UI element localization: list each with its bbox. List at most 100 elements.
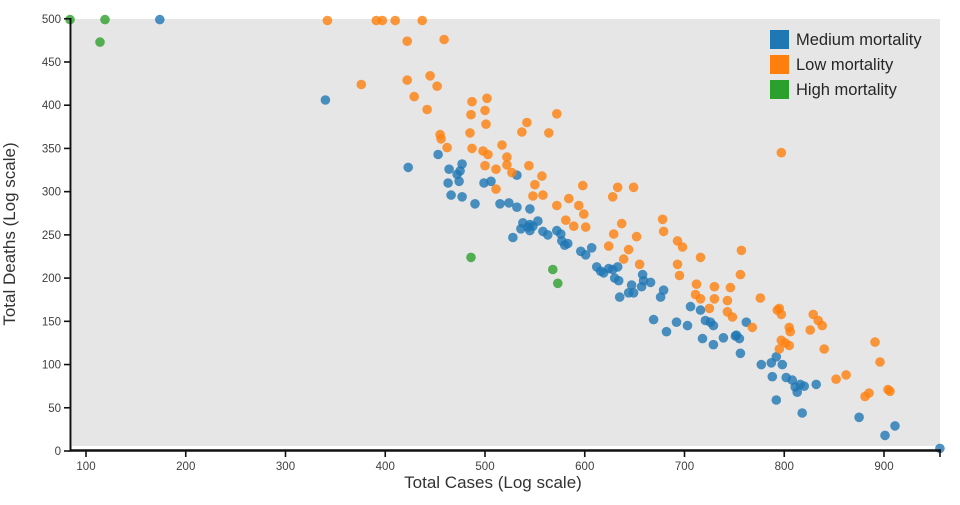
data-point	[480, 160, 490, 171]
data-point	[709, 281, 720, 292]
data-point	[543, 230, 553, 240]
data-point	[799, 381, 809, 392]
y-tick-label: 400	[42, 100, 61, 112]
data-point	[697, 333, 708, 344]
data-point	[377, 15, 388, 26]
data-point	[870, 337, 880, 347]
y-tick-label: 100	[42, 360, 61, 372]
data-point	[819, 344, 829, 354]
data-point	[725, 282, 736, 293]
data-point	[648, 314, 659, 325]
data-point	[691, 279, 702, 290]
data-point	[390, 15, 401, 26]
data-point	[767, 371, 778, 382]
data-point	[831, 374, 841, 385]
data-point	[530, 179, 540, 190]
data-point	[864, 388, 874, 398]
data-point	[442, 142, 452, 153]
data-point	[457, 192, 467, 202]
data-point	[481, 119, 491, 129]
data-point	[417, 15, 428, 26]
data-point	[612, 262, 623, 272]
y-axis-title: Total Deaths (Log scale)	[0, 142, 19, 325]
x-tick-label: 300	[276, 461, 295, 473]
data-point	[95, 37, 105, 47]
data-point	[580, 222, 591, 232]
data-point	[552, 200, 562, 211]
x-tick-label: 800	[775, 461, 794, 473]
legend-swatch	[770, 30, 789, 49]
data-point	[525, 225, 535, 236]
data-point	[657, 214, 668, 225]
data-point	[695, 252, 706, 263]
data-point	[661, 326, 672, 337]
data-point	[533, 216, 543, 226]
data-point	[616, 218, 627, 229]
data-point	[774, 344, 785, 354]
data-point	[734, 333, 745, 344]
data-point	[466, 109, 476, 120]
data-point	[797, 408, 807, 418]
data-point	[811, 379, 821, 390]
data-point	[695, 305, 706, 315]
y-tick-label: 50	[48, 403, 61, 415]
data-point	[502, 152, 512, 162]
data-point	[507, 167, 517, 178]
data-point	[470, 199, 480, 209]
data-point	[491, 164, 501, 174]
data-point	[491, 184, 501, 194]
data-point	[777, 359, 788, 370]
data-point	[704, 303, 715, 314]
y-axis-ticks: 0 50 100 150 200 250 300 350 400 450 500	[42, 14, 70, 458]
data-point	[634, 259, 645, 270]
data-point	[569, 221, 579, 231]
data-point	[685, 301, 696, 312]
data-point	[443, 178, 453, 188]
data-point	[718, 333, 729, 343]
data-point	[552, 109, 562, 119]
legend-swatch	[770, 80, 789, 99]
y-tick-label: 250	[42, 230, 61, 242]
data-point	[100, 14, 110, 25]
data-points-layer	[65, 14, 945, 454]
data-point	[695, 294, 706, 304]
y-tick-label: 450	[42, 57, 61, 69]
data-point	[322, 15, 333, 26]
data-point	[409, 91, 420, 102]
data-point	[482, 93, 492, 104]
data-point	[495, 199, 505, 209]
x-tick-label: 200	[176, 461, 195, 473]
data-point	[425, 71, 435, 81]
data-point	[628, 288, 639, 298]
data-point	[497, 140, 507, 150]
data-point	[561, 215, 571, 225]
y-tick-label: 0	[55, 446, 61, 458]
data-point	[875, 357, 885, 367]
data-point	[480, 105, 490, 116]
y-tick-label: 500	[42, 14, 61, 26]
data-point	[776, 147, 787, 158]
legend-label: Low mortality	[796, 56, 894, 74]
data-point	[614, 292, 625, 302]
data-point	[607, 192, 618, 202]
data-point	[467, 143, 477, 154]
y-tick-label: 350	[42, 143, 61, 155]
x-axis-title: Total Cases (Log scale)	[404, 473, 582, 492]
data-point	[466, 252, 476, 263]
data-point	[618, 254, 629, 264]
data-point	[708, 320, 719, 331]
data-point	[671, 317, 682, 328]
data-point	[356, 79, 367, 90]
data-point	[320, 95, 331, 105]
plot-panel	[72, 19, 940, 446]
data-point	[603, 241, 614, 251]
y-tick-label: 150	[42, 316, 61, 328]
data-point	[553, 278, 563, 289]
data-point	[784, 340, 794, 351]
data-point	[457, 159, 467, 169]
data-point	[628, 182, 639, 193]
data-point	[608, 229, 619, 239]
data-point	[709, 294, 720, 304]
data-point	[771, 352, 782, 362]
